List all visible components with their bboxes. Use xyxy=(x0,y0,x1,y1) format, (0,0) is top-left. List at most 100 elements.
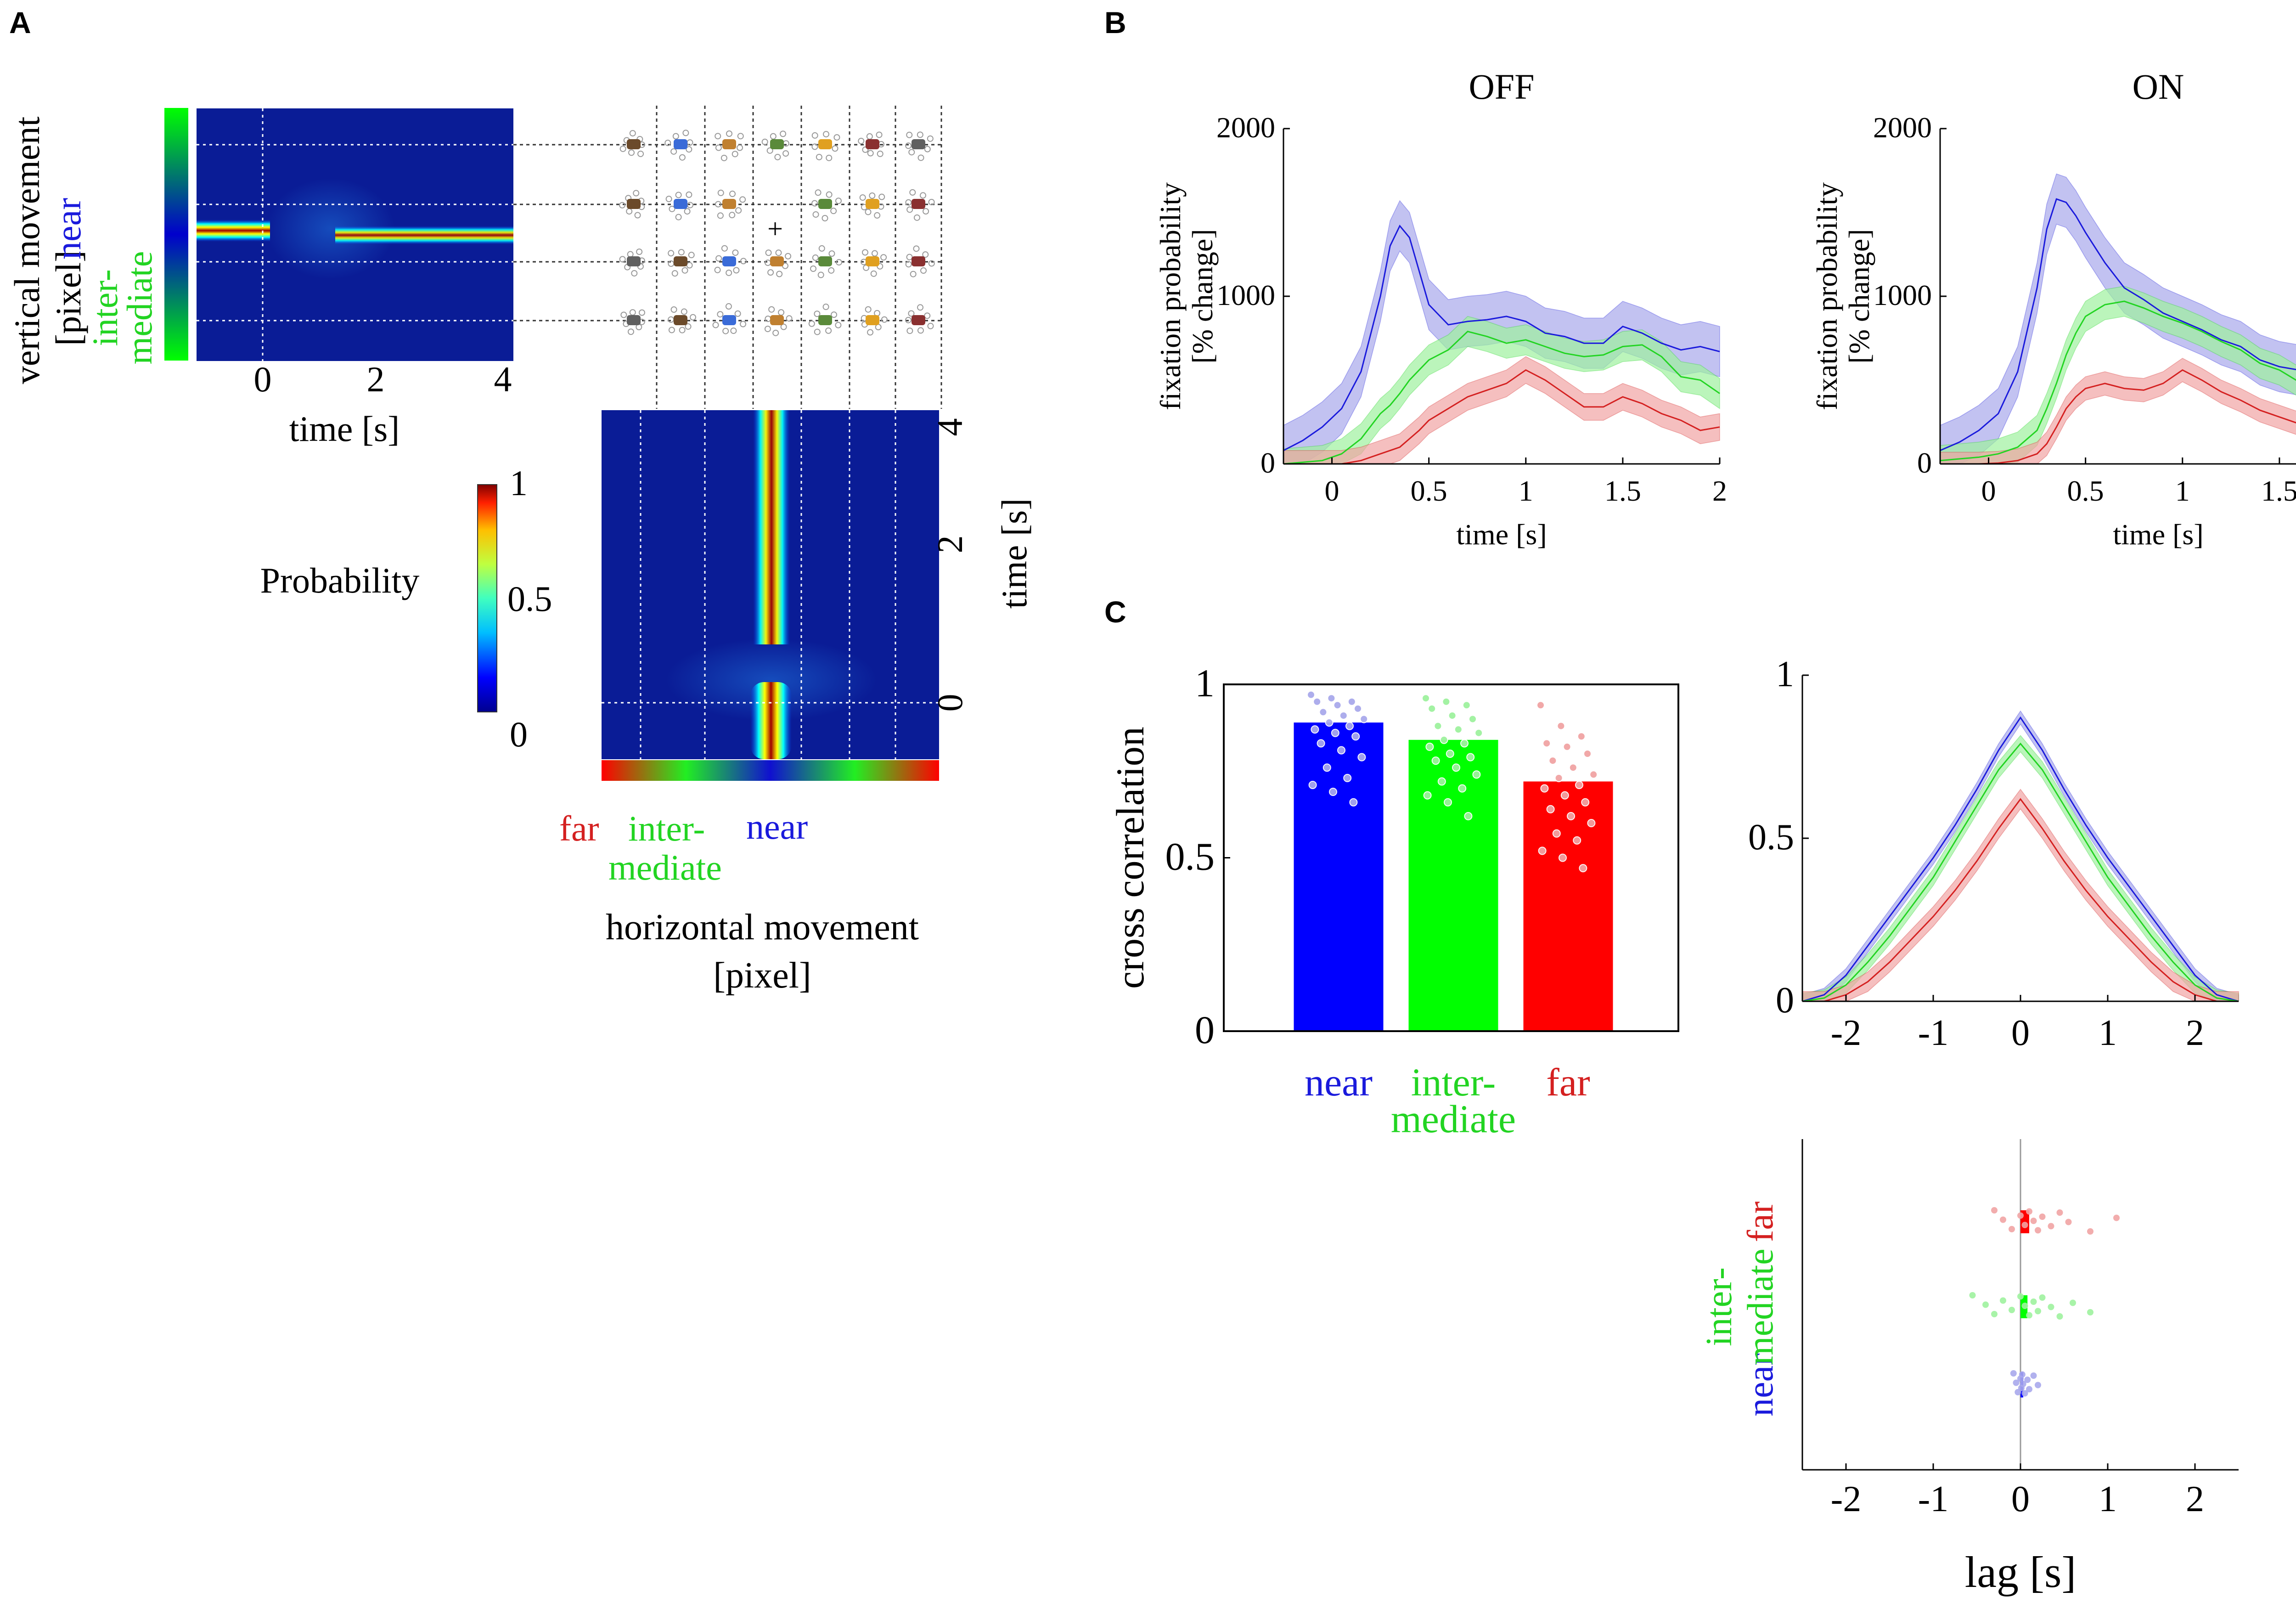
gaze-point-marker xyxy=(688,252,695,259)
gaze-point-marker xyxy=(668,316,675,323)
x-axis-label: time [s] xyxy=(1456,518,1547,551)
gaze-point-marker xyxy=(924,146,931,152)
gaze-point-marker xyxy=(859,194,866,201)
gaze-point-marker xyxy=(905,199,912,206)
data-point-near xyxy=(1357,753,1366,762)
data-point-intermediate xyxy=(1446,750,1454,758)
gaze-point-marker xyxy=(715,255,722,262)
data-point-intermediate xyxy=(1442,697,1451,706)
gaze-point-marker xyxy=(861,249,868,256)
top-heatmap-xtick: 2 xyxy=(367,359,385,399)
gaze-point-marker xyxy=(668,250,675,257)
data-point-far xyxy=(1554,773,1563,782)
gaze-point-marker xyxy=(928,198,935,205)
lag-point-intermediate xyxy=(2021,1303,2028,1309)
y-axis-label: cross correlation xyxy=(1108,727,1152,989)
gaze-point-marker xyxy=(826,154,833,161)
stimulus-image xyxy=(674,199,687,209)
gaze-point-marker xyxy=(913,245,920,252)
stimulus-image xyxy=(912,199,925,209)
gaze-point-marker xyxy=(866,133,873,140)
data-point-intermediate xyxy=(1469,715,1477,723)
category-label-near: near xyxy=(1740,1353,1781,1417)
gaze-point-marker xyxy=(715,144,722,151)
gaze-point-marker xyxy=(865,209,872,215)
gaze-point-marker xyxy=(835,322,842,328)
category-label-far: far xyxy=(1546,1060,1590,1104)
panel-b: B OFF 0 0.5 1 1.5 2 0 1000 2000 time [s] fixation … xyxy=(1104,6,2296,551)
data-point-near xyxy=(1343,773,1352,782)
gaze-point-marker xyxy=(679,327,686,333)
gaze-point-marker xyxy=(679,154,686,161)
horizontal-inter-label-1: inter- xyxy=(628,808,705,848)
colorbar-tick: 0 xyxy=(510,714,528,754)
lag-point-intermediate xyxy=(1991,1311,1998,1317)
data-point-near xyxy=(1349,798,1358,807)
gaze-point-marker xyxy=(726,269,732,276)
gaze-point-marker xyxy=(814,310,821,317)
gaze-point-marker xyxy=(774,153,781,160)
stimulus-image xyxy=(722,139,736,149)
gaze-point-marker xyxy=(761,138,768,145)
gaze-point-marker xyxy=(870,270,877,277)
lag-point-near xyxy=(2013,1379,2020,1386)
top-heatmap-xlabel: time [s] xyxy=(289,409,400,449)
y-tick-label: 0.5 xyxy=(1748,817,1794,858)
gaze-point-marker xyxy=(785,253,792,260)
series-line-near xyxy=(1940,198,2296,452)
gaze-point-marker xyxy=(922,251,929,258)
gaze-point-marker xyxy=(865,306,872,313)
stimulus-image xyxy=(627,315,641,325)
heatmap-horizontal-baseline-blob xyxy=(750,682,792,759)
category-label-near: near xyxy=(1305,1060,1373,1104)
data-point-intermediate xyxy=(1460,739,1469,748)
gaze-point-marker xyxy=(737,133,744,140)
chart-title: ON xyxy=(2133,67,2184,107)
data-point-far xyxy=(1583,750,1592,758)
data-point-near xyxy=(1345,722,1354,730)
gaze-point-marker xyxy=(828,267,835,274)
stimulus-image xyxy=(866,315,879,325)
x-tick-label: 1.5 xyxy=(2261,474,2296,507)
series-line-far xyxy=(1283,369,1720,465)
gaze-point-marker xyxy=(862,146,869,153)
gaze-point-marker xyxy=(768,306,775,313)
lag-point-far xyxy=(2087,1228,2093,1235)
lag-point-far xyxy=(2039,1214,2046,1220)
panel-a-letter: A xyxy=(9,6,31,40)
gaze-point-marker xyxy=(812,254,819,261)
gaze-point-marker xyxy=(869,192,876,199)
lag-point-intermediate xyxy=(2017,1293,2024,1300)
gaze-point-marker xyxy=(835,198,842,204)
data-point-far xyxy=(1559,853,1567,862)
gaze-point-marker xyxy=(628,149,635,156)
colorbar-label: Probability xyxy=(260,560,420,600)
gaze-point-marker xyxy=(735,207,742,214)
right-heatmap-ytick: 4 xyxy=(930,418,970,436)
series-band-intermediate xyxy=(1940,286,2296,464)
data-point-far xyxy=(1542,739,1551,748)
gaze-point-marker xyxy=(671,270,678,277)
gaze-point-marker xyxy=(633,190,640,197)
stimulus-image xyxy=(627,139,641,149)
y-tick-label: 1000 xyxy=(1873,279,1932,311)
lag-point-intermediate xyxy=(2056,1313,2063,1320)
y-tick-label: 0 xyxy=(1261,446,1275,479)
gaze-point-marker xyxy=(682,130,689,136)
series-line-far xyxy=(1802,798,2239,1002)
y-tick-label: 1 xyxy=(1195,661,1215,705)
y-tick-label: 2000 xyxy=(1873,111,1932,144)
series-band-far xyxy=(1283,356,1720,464)
lag-point-near xyxy=(2020,1381,2026,1387)
data-point-near xyxy=(1319,708,1328,717)
gaze-point-marker xyxy=(831,311,838,318)
gaze-point-marker xyxy=(906,254,913,260)
gaze-point-marker xyxy=(730,327,737,334)
gaze-point-marker xyxy=(823,131,830,138)
data-point-far xyxy=(1581,798,1590,807)
category-label-intermediate: inter- xyxy=(1411,1060,1496,1104)
vertical-axis-unit: [pixel] xyxy=(48,250,88,346)
stimulus-image xyxy=(866,139,879,149)
gaze-point-marker xyxy=(717,189,724,196)
